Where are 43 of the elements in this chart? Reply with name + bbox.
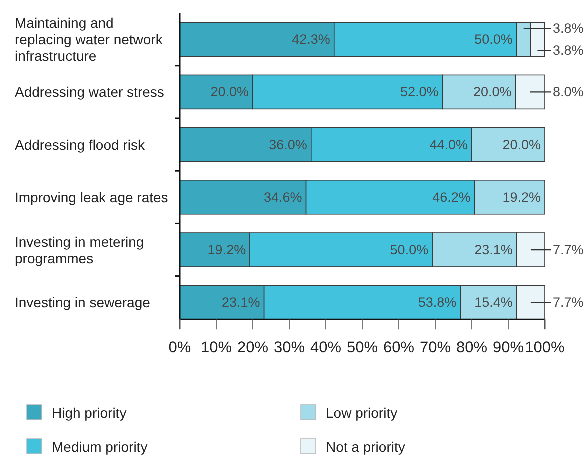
data-label: 20.0% — [474, 84, 512, 100]
x-tick-label: 30% — [274, 340, 306, 357]
legend-label: Not a priority — [326, 439, 406, 455]
data-label: 7.7% — [553, 295, 583, 310]
x-tick-label: 40% — [310, 340, 342, 357]
x-tick-label: 10% — [200, 340, 232, 357]
data-label: 23.1% — [474, 242, 513, 258]
y-tick-label: Maintaining and replacing water network infrastructure — [15, 15, 164, 64]
data-label: 7.7% — [553, 242, 583, 258]
data-label: 44.0% — [430, 137, 468, 152]
legend-label: Medium priority — [52, 439, 148, 455]
data-label: 23.1% — [222, 295, 260, 310]
data-label: 50.0% — [474, 32, 513, 48]
data-label: 42.3% — [292, 32, 330, 48]
data-label: 34.6% — [264, 190, 302, 205]
data-label: 50.0% — [390, 242, 429, 258]
y-tick-label: Addressing flood risk — [15, 136, 146, 153]
data-label: 36.0% — [269, 137, 308, 152]
data-label: 53.8% — [418, 295, 457, 310]
data-label: 20.0% — [502, 137, 541, 152]
data-label: 3.8% — [553, 21, 583, 36]
legend-label: Low priority — [326, 405, 398, 421]
x-tick-label: 80% — [456, 340, 488, 357]
y-tick-label: Improving leak age rates — [15, 189, 168, 206]
x-tick-label: 70% — [420, 340, 452, 357]
x-tick-label: 50% — [346, 340, 378, 357]
data-label: 3.8% — [553, 43, 583, 58]
x-tick-label: 100% — [525, 340, 566, 357]
legend-label: High priority — [52, 405, 127, 421]
x-tick-label: 20% — [237, 340, 269, 357]
y-tick-label: Addressing water stress — [15, 84, 164, 100]
data-label: 20.0% — [210, 84, 249, 100]
data-label: 19.2% — [502, 190, 541, 205]
y-tick-label: Investing in metering programmes — [15, 234, 144, 266]
x-tick-label: 90% — [492, 340, 524, 357]
data-label: 19.2% — [208, 242, 246, 258]
y-tick-label: Investing in sewerage — [15, 294, 151, 311]
x-tick-label: 0% — [168, 340, 192, 357]
data-label: 8.0% — [553, 84, 583, 100]
x-tick-label: 60% — [383, 340, 415, 357]
data-label: 15.4% — [474, 295, 513, 310]
data-label: 46.2% — [432, 190, 471, 205]
data-label: 52.0% — [400, 84, 439, 100]
